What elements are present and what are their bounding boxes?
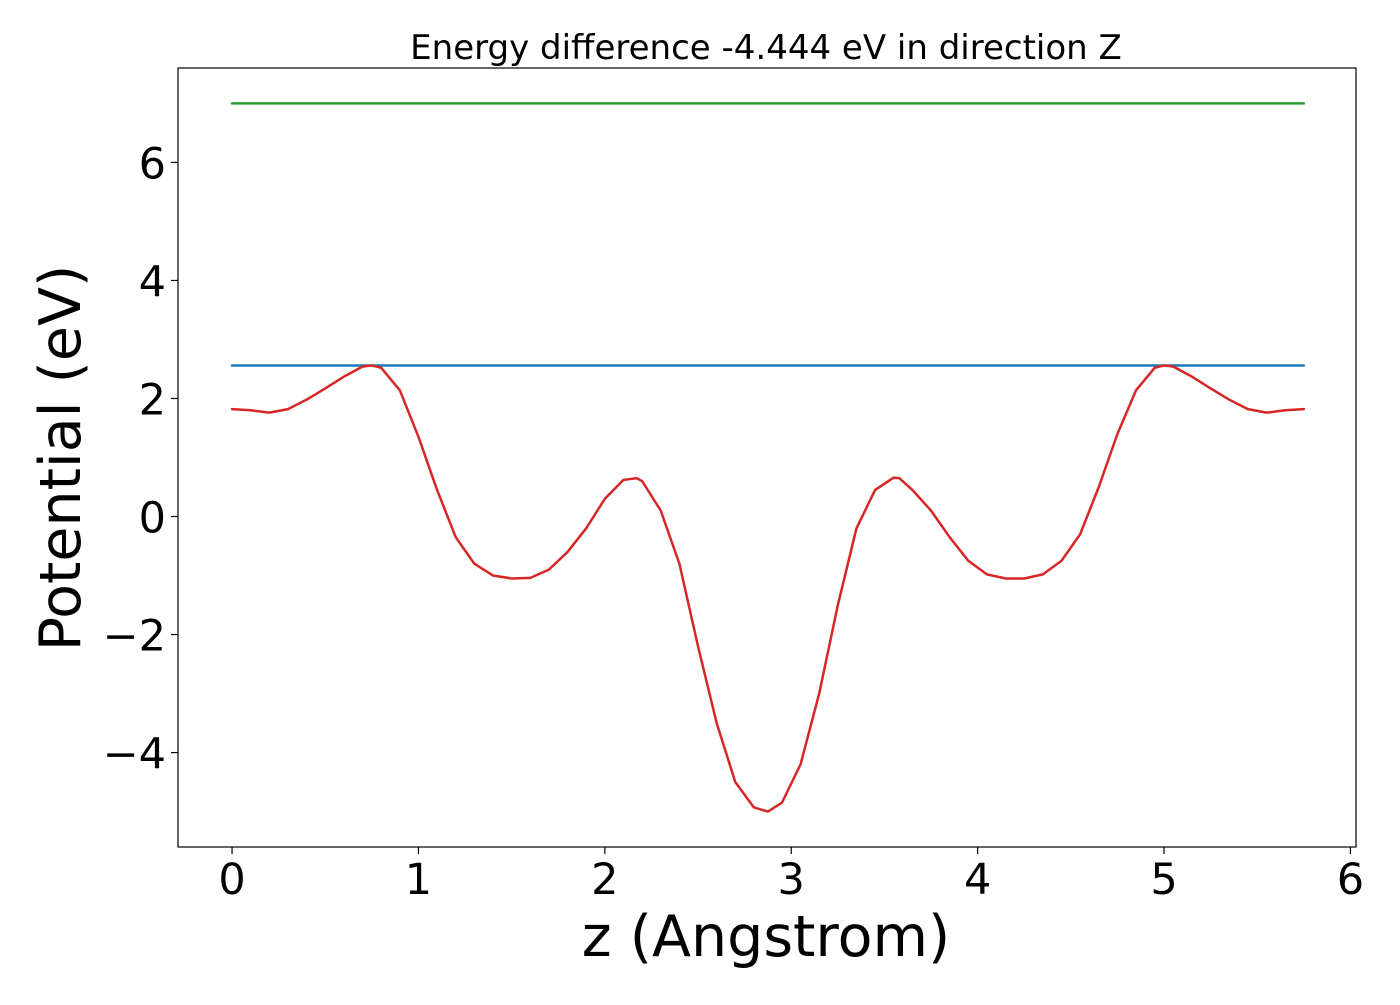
series-2-point <box>585 528 587 530</box>
series-2-point <box>231 408 233 410</box>
series-2-point <box>306 399 308 401</box>
series-2-point <box>1228 399 1230 401</box>
series-2-point <box>1191 376 1193 378</box>
series-2-point <box>380 367 382 369</box>
x-tick-label: 4 <box>964 855 991 905</box>
series-2-point <box>343 376 345 378</box>
series-2-point <box>1266 412 1268 414</box>
x-tick-label: 1 <box>405 855 432 905</box>
series-2-point <box>837 604 839 606</box>
series-2-point <box>753 807 755 809</box>
series-2-point <box>1005 578 1007 580</box>
series-2-point <box>949 536 951 538</box>
plot-frame <box>177 67 1357 848</box>
series-0-point <box>231 103 233 105</box>
y-tick-label: −4 <box>103 730 166 780</box>
y-tick-label: −2 <box>103 612 166 662</box>
series-2-point <box>968 560 970 562</box>
x-tick-label: 6 <box>1337 855 1364 905</box>
series-2-point <box>781 802 783 804</box>
series-2-point <box>1210 388 1212 390</box>
chart-title: Energy difference -4.444 eV in direction… <box>410 28 1122 68</box>
series-2-point <box>436 489 438 491</box>
series-2-point <box>455 536 457 538</box>
series-2-point <box>912 489 914 491</box>
series-line-2 <box>230 364 1306 813</box>
y-axis-label: Potential (eV) <box>28 265 94 651</box>
series-2-point <box>511 578 513 580</box>
y-tick-label: 0 <box>139 494 166 544</box>
series-2-point <box>287 408 289 410</box>
series-2-point <box>800 764 802 766</box>
series-2-point <box>567 551 569 553</box>
series-2-point <box>986 574 988 576</box>
series-2-point <box>1154 367 1156 369</box>
series-2-point <box>899 477 901 479</box>
series-2-point <box>1042 574 1044 576</box>
x-tick-label: 3 <box>778 855 805 905</box>
series-2-point <box>269 412 271 414</box>
series-2-point <box>529 577 531 579</box>
series-2-point <box>679 563 681 565</box>
series-2-point <box>767 811 769 813</box>
y-tick-label: 6 <box>139 139 166 189</box>
series-2-point <box>1098 486 1100 488</box>
series-2-point <box>1117 433 1119 435</box>
series-2-point <box>1163 365 1165 367</box>
series-2-point <box>623 479 625 481</box>
series-2-point <box>1135 389 1137 391</box>
series-2-point <box>1284 409 1286 411</box>
series-layer <box>230 102 1306 813</box>
series-2-point <box>250 409 252 411</box>
series-2-point <box>371 365 373 367</box>
series-2-point <box>716 722 718 724</box>
series-2-point <box>474 563 476 565</box>
series-2-point <box>418 436 420 438</box>
series-2-point <box>362 366 364 368</box>
series-2-point <box>1173 366 1175 368</box>
series-2-point <box>1023 578 1025 580</box>
series-2-point <box>604 498 606 500</box>
series-2-point <box>399 389 401 391</box>
series-2-point <box>930 510 932 512</box>
series-2-point <box>660 510 662 512</box>
series-2-point <box>1247 408 1249 410</box>
series-2-point <box>874 489 876 491</box>
series-2-point <box>1079 533 1081 535</box>
series-2-point <box>856 528 858 530</box>
y-axis-ticks: −4 −2 0 2 4 6 <box>103 139 178 780</box>
y-tick-label: 2 <box>139 375 166 425</box>
series-0-point <box>1303 103 1305 105</box>
series-2-point <box>324 388 326 390</box>
series-2-point <box>818 693 820 695</box>
series-2-point <box>492 575 494 577</box>
x-axis-ticks: 0 1 2 3 4 5 6 <box>218 847 1364 905</box>
series-1-point <box>231 365 233 367</box>
series-2-point <box>1061 560 1063 562</box>
series-2-point <box>735 781 737 783</box>
series-1-point <box>1303 365 1305 367</box>
series-2-point <box>893 477 895 479</box>
x-axis-label: z (Angstrom) <box>582 904 950 970</box>
x-tick-label: 5 <box>1150 855 1177 905</box>
series-2-point <box>641 480 643 482</box>
x-tick-label: 2 <box>591 855 618 905</box>
series-2-point <box>548 569 550 571</box>
series-2-point <box>636 477 638 479</box>
series-2-point <box>697 646 699 648</box>
series-2-point <box>1303 408 1305 410</box>
x-tick-label: 0 <box>218 855 245 905</box>
y-tick-label: 4 <box>139 257 166 307</box>
